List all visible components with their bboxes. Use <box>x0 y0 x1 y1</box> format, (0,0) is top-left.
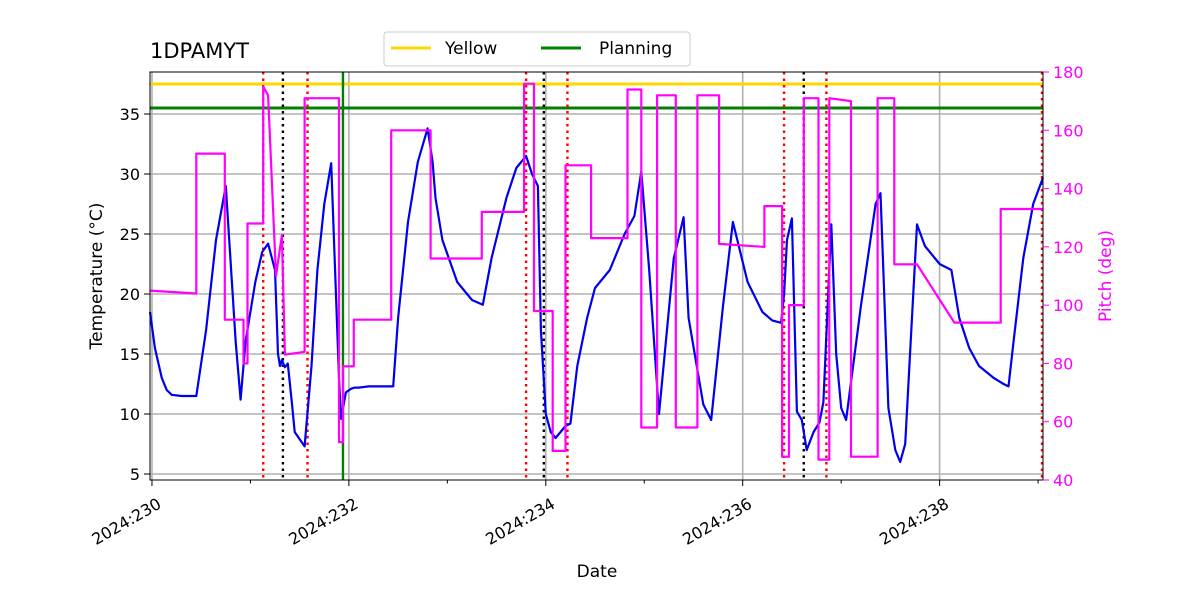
legend-label-yellow: Yellow <box>444 39 497 59</box>
legend-label-planning: Planning <box>599 39 672 59</box>
y-tick-label: 25 <box>120 225 140 244</box>
y-tick-label: 10 <box>120 405 140 424</box>
series-lines <box>148 82 1045 464</box>
y-tick-label: 15 <box>120 345 140 364</box>
x-axis-label: Date <box>577 562 618 582</box>
y2-tick-label: 100 <box>1053 296 1084 315</box>
y2-tick-label: 120 <box>1053 238 1084 257</box>
y-tick-label: 5 <box>130 465 140 484</box>
y-tick-label: 30 <box>120 165 140 184</box>
plot-frame <box>149 71 1044 481</box>
legend: Yellow Planning <box>383 31 691 67</box>
legend-box <box>383 31 691 67</box>
y2-tick-label: 60 <box>1053 413 1073 432</box>
y2-tick-label: 140 <box>1053 180 1084 199</box>
y2-axis-label: Pitch (deg) <box>1096 230 1116 322</box>
series-line-pitch <box>149 82 1043 461</box>
y2-tick-label: 160 <box>1053 121 1084 140</box>
grid <box>150 72 1043 480</box>
y-tick-label: 20 <box>120 285 140 304</box>
chart-title: 1DPAMYT <box>150 39 249 63</box>
y2-tick-label: 40 <box>1053 471 1073 490</box>
y-axis-label: Temperature (°C) <box>87 203 107 351</box>
y2-tick-label: 180 <box>1053 63 1084 82</box>
y-tick-label: 35 <box>120 105 140 124</box>
y2-tick-label: 80 <box>1053 354 1073 373</box>
